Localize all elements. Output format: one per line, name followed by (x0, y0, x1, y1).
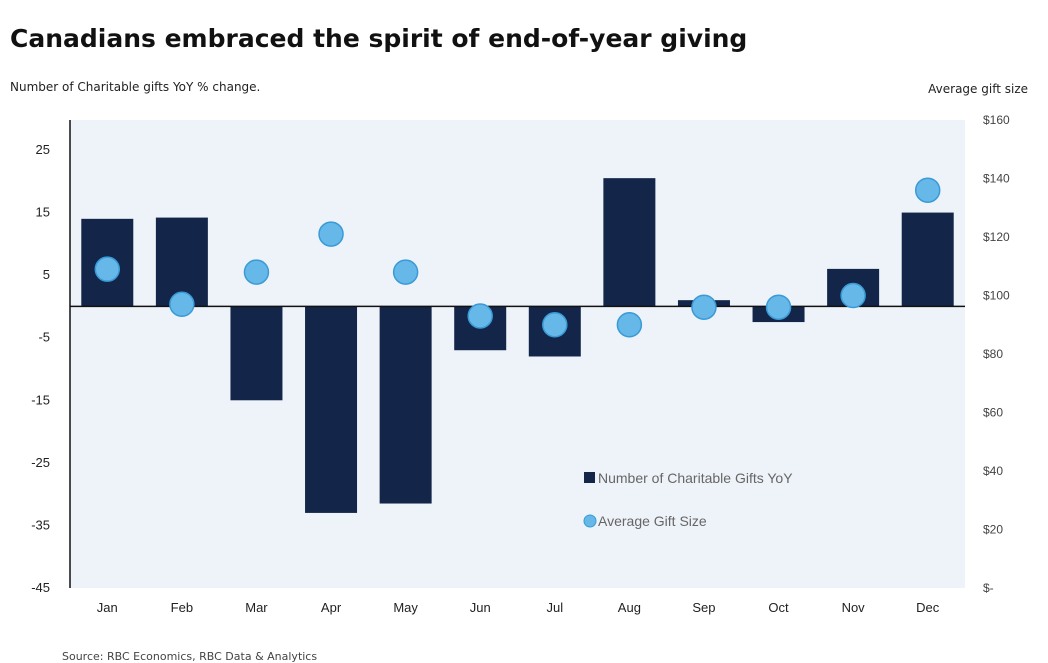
dot-may (392, 259, 419, 285)
dot-nov (840, 282, 866, 309)
bar-dec (901, 212, 954, 307)
plot-background (70, 120, 965, 588)
x-tick-label: Nov (842, 600, 866, 615)
legend-dot-swatch (583, 514, 597, 528)
left-axis-label: Number of Charitable gifts YoY % change. (10, 80, 261, 94)
dot-aug (616, 312, 643, 338)
legend-dot-label: Average Gift Size (598, 513, 707, 529)
x-tick-label: Jul (546, 600, 563, 615)
x-tick-label: Aug (618, 600, 641, 615)
left-tick-label: -25 (31, 455, 50, 470)
dot-jan (94, 256, 121, 282)
right-tick-label: $40 (983, 464, 1003, 478)
bar-may (379, 306, 432, 504)
x-tick-label: Dec (916, 600, 940, 615)
dot-feb (169, 291, 195, 318)
left-tick-label: -5 (38, 330, 50, 345)
source-note: Source: RBC Economics, RBC Data & Analyt… (62, 650, 318, 663)
left-tick-label: 5 (43, 267, 50, 282)
left-tick-label: 15 (36, 205, 50, 220)
dot-sep (691, 294, 717, 320)
left-tick-label: -45 (31, 580, 50, 595)
dot-series (94, 177, 941, 338)
dot-mar (243, 259, 270, 285)
bar-aug (603, 178, 656, 307)
right-tick-label: $60 (983, 406, 1003, 420)
right-tick-label: $- (983, 581, 994, 595)
right-tick-label: $120 (983, 230, 1010, 244)
dot-jun (467, 303, 493, 329)
right-tick-label: $100 (983, 289, 1010, 303)
right-y-ticks: $160 $140 $120 $100 $80 $60 $40 $20 $- (983, 113, 1010, 595)
right-axis-label: Average gift size (928, 82, 1028, 96)
right-tick-label: $140 (983, 172, 1010, 186)
right-tick-label: $80 (983, 347, 1003, 361)
left-tick-label: 25 (36, 142, 50, 157)
left-tick-label: -15 (31, 392, 50, 407)
dot-oct (765, 294, 792, 320)
x-tick-label: Sep (692, 600, 715, 615)
x-tick-label: Mar (245, 600, 268, 615)
legend: Number of Charitable Gifts YoY Average G… (583, 470, 793, 529)
bar-mar (230, 306, 283, 401)
bar-apr (305, 306, 358, 513)
dot-jul (542, 312, 568, 338)
x-tick-label: Apr (321, 600, 342, 615)
left-tick-label: -35 (31, 517, 50, 532)
x-tick-label: May (393, 600, 418, 615)
x-tick-label: Jun (470, 600, 491, 615)
right-tick-label: $20 (983, 523, 1003, 537)
x-ticks: Jan Feb Mar Apr May Jun Jul Aug Sep Oct Nov Dec (97, 600, 940, 615)
right-tick-label: $160 (983, 113, 1010, 127)
x-tick-label: Feb (171, 600, 193, 615)
legend-bar-swatch (584, 472, 595, 483)
dot-dec (914, 177, 941, 203)
x-tick-label: Oct (768, 600, 789, 615)
dot-apr (318, 221, 344, 247)
left-y-ticks: 25 15 5 -5 -15 -25 -35 -45 (31, 142, 50, 595)
legend-bar-label: Number of Charitable Gifts YoY (598, 470, 793, 486)
x-tick-label: Jan (97, 600, 118, 615)
chart-title: Canadians embraced the spirit of end-of-… (10, 24, 748, 53)
